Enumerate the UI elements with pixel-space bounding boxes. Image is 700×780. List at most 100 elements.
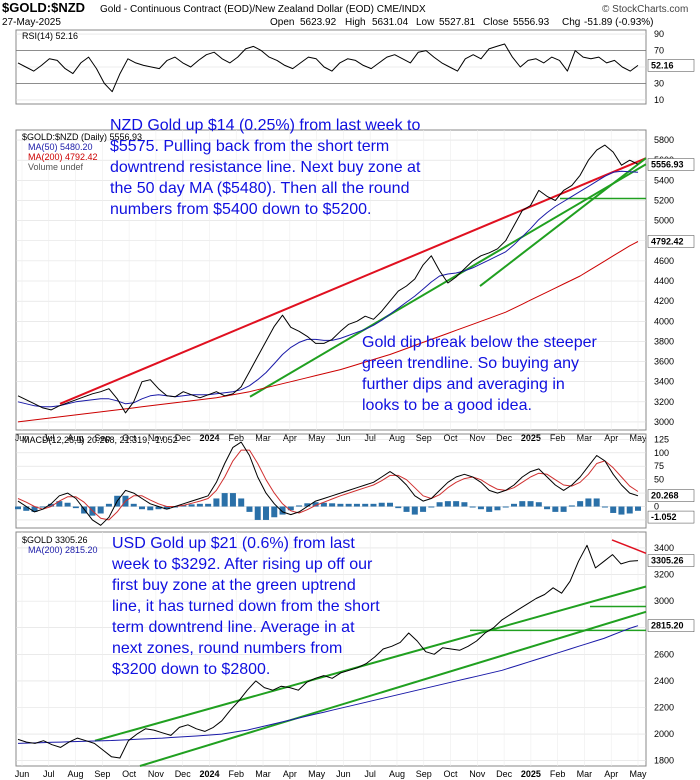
header-close-value: 5556.93 [513,17,550,28]
usd-x-tick: May [308,769,326,779]
macd-hist-bar [552,506,559,512]
rsi-line [17,43,639,93]
macd-hist-bar [213,498,220,507]
macd-frame [15,433,647,529]
nzd-x-tick: Dec [496,433,513,443]
usd-x-tick: Jul [364,769,376,779]
macd-hist-bar [312,502,319,507]
macd-y-tick: 100 [654,448,669,458]
nzd-y-tick: 4200 [654,296,674,306]
usd-price-panel: 340032003000280026002400220020001800JunJ… [15,531,695,779]
macd-hist-bar [461,502,468,507]
usd-annotation-line-3: first buy zone at the green uptrend [112,577,356,594]
macd-hist-bar [511,503,517,507]
macd-hist-bar [139,506,145,510]
header-low-label: Low [416,17,435,28]
usd-x-tick: Mar [577,769,593,779]
macd-hist-bar [353,503,360,507]
rsi-panel: 907050301052.16 [15,29,695,105]
usd-x-tick: Jul [43,769,55,779]
usd-annotation-line-2: week to $3292. After rising up off our [111,556,373,573]
nzd-x-tick: May [308,433,326,443]
macd-hist-bar [147,506,154,511]
nzd-legend-volume: Volume undef [28,162,84,172]
macd-hist-bar [568,505,575,507]
macd-hist-bar [329,503,336,507]
nzd-annotation-line-7: green trendline. So buying any [362,355,579,372]
usd-y-tick: 2200 [654,703,674,713]
macd-hist-bar [378,502,385,507]
usd-x-tick: Apr [604,769,618,779]
macd-hist-bar [23,506,30,511]
usd-y-tick: 2000 [654,729,674,739]
nzd-legend-ma200: MA(200) 4792.42 [28,152,98,162]
macd-hist-bar [527,501,534,507]
nzd-legend-ma50: MA(50) 5480.20 [28,142,93,152]
usd-x-tick: Oct [444,769,459,779]
nzd-x-tick: Sep [416,433,432,443]
usd-last-close-label-box [647,554,695,567]
nzd-annotation-line-3: downtrend resistance line. Next buy zone… [110,159,421,176]
macd-hist-bar [486,506,493,512]
macd-signal-line [17,449,639,521]
nzd-ma200-label-box [647,235,695,248]
usd-x-tick: Oct [122,769,137,779]
nzd-x-tick: Sep [94,433,110,443]
usd-frame [15,531,647,767]
nzd-x-tick: Nov [469,433,486,443]
header-open-label: Open [270,17,294,28]
nzd-y-tick: 3400 [654,377,674,387]
nzd-x-tick: Dec [175,433,192,443]
macd-hist-bar [610,506,617,513]
nzd-last-close-label: 5556.93 [651,160,684,170]
nzd-red-resistance-line [59,157,647,405]
nzd-y-tick: 3800 [654,336,674,346]
nzd-x-tick: Apr [283,433,297,443]
macd-hist-bar [395,506,402,509]
usd-x-tick: Nov [469,769,486,779]
usd-annotation-line-6: next zones, round numbers from [112,640,342,657]
nzd-x-tick: Apr [604,433,618,443]
usd-title: $GOLD 3305.26 [22,535,88,545]
nzd-ma200-label: 4792.42 [651,237,684,247]
header-chg-value: -51.89 (-0.93%) [584,17,653,28]
usd-y-tick: 2600 [654,649,674,659]
nzd-last-close-label-box [647,158,695,171]
nzd-y-tick: 4000 [654,316,674,326]
macd-hist-bar [535,502,542,507]
header-high-value: 5631.04 [372,17,409,28]
nzd-annotation-line-2: $5575. Pulling back from the short term [110,138,389,155]
macd-hist-bar [320,502,327,507]
macd-hist-bar [97,506,104,514]
nzd-x-tick: Aug [68,433,84,443]
usd-x-tick: Jun [336,769,351,779]
macd-hist-bar [585,498,592,507]
nzd-ma200-line [17,241,639,423]
nzd-y-tick: 3200 [654,397,674,407]
nzd-x-tick: 2024 [199,433,219,443]
macd-value-label: 20.268 [651,491,679,501]
rsi-y-tick: 30 [654,78,664,88]
macd-hist-bar [64,502,71,507]
macd-hist-bar [337,503,344,507]
header-high-label: High [345,17,366,28]
nzd-x-tick: Jul [364,433,376,443]
usd-ma200-label-box [647,619,695,632]
nzd-x-tick: Oct [444,433,459,443]
header-description: Gold - Continuous Contract (EOD)/New Zea… [100,4,426,15]
usd-green-lower-trendline [139,610,647,767]
macd-hist-bar [544,506,551,510]
nzd-annotation-line-9: looks to be a good idea. [362,397,532,414]
nzd-annotation-line-1: NZD Gold up $14 (0.25%) from last week t… [110,117,420,134]
nzd-annotation-line-8: further dips and averaging in [362,376,565,393]
header-chg-label: Chg [562,17,580,28]
header-open-value: 5623.92 [300,17,337,28]
macd-hist-bar [601,506,608,508]
macd-y-tick: 125 [654,434,669,444]
macd-hist-bar [254,506,261,520]
usd-x-tick: 2025 [521,769,541,779]
macd-hist-bar [494,506,501,511]
macd-hist-bar [304,503,311,507]
usd-y-tick: 3200 [654,570,674,580]
